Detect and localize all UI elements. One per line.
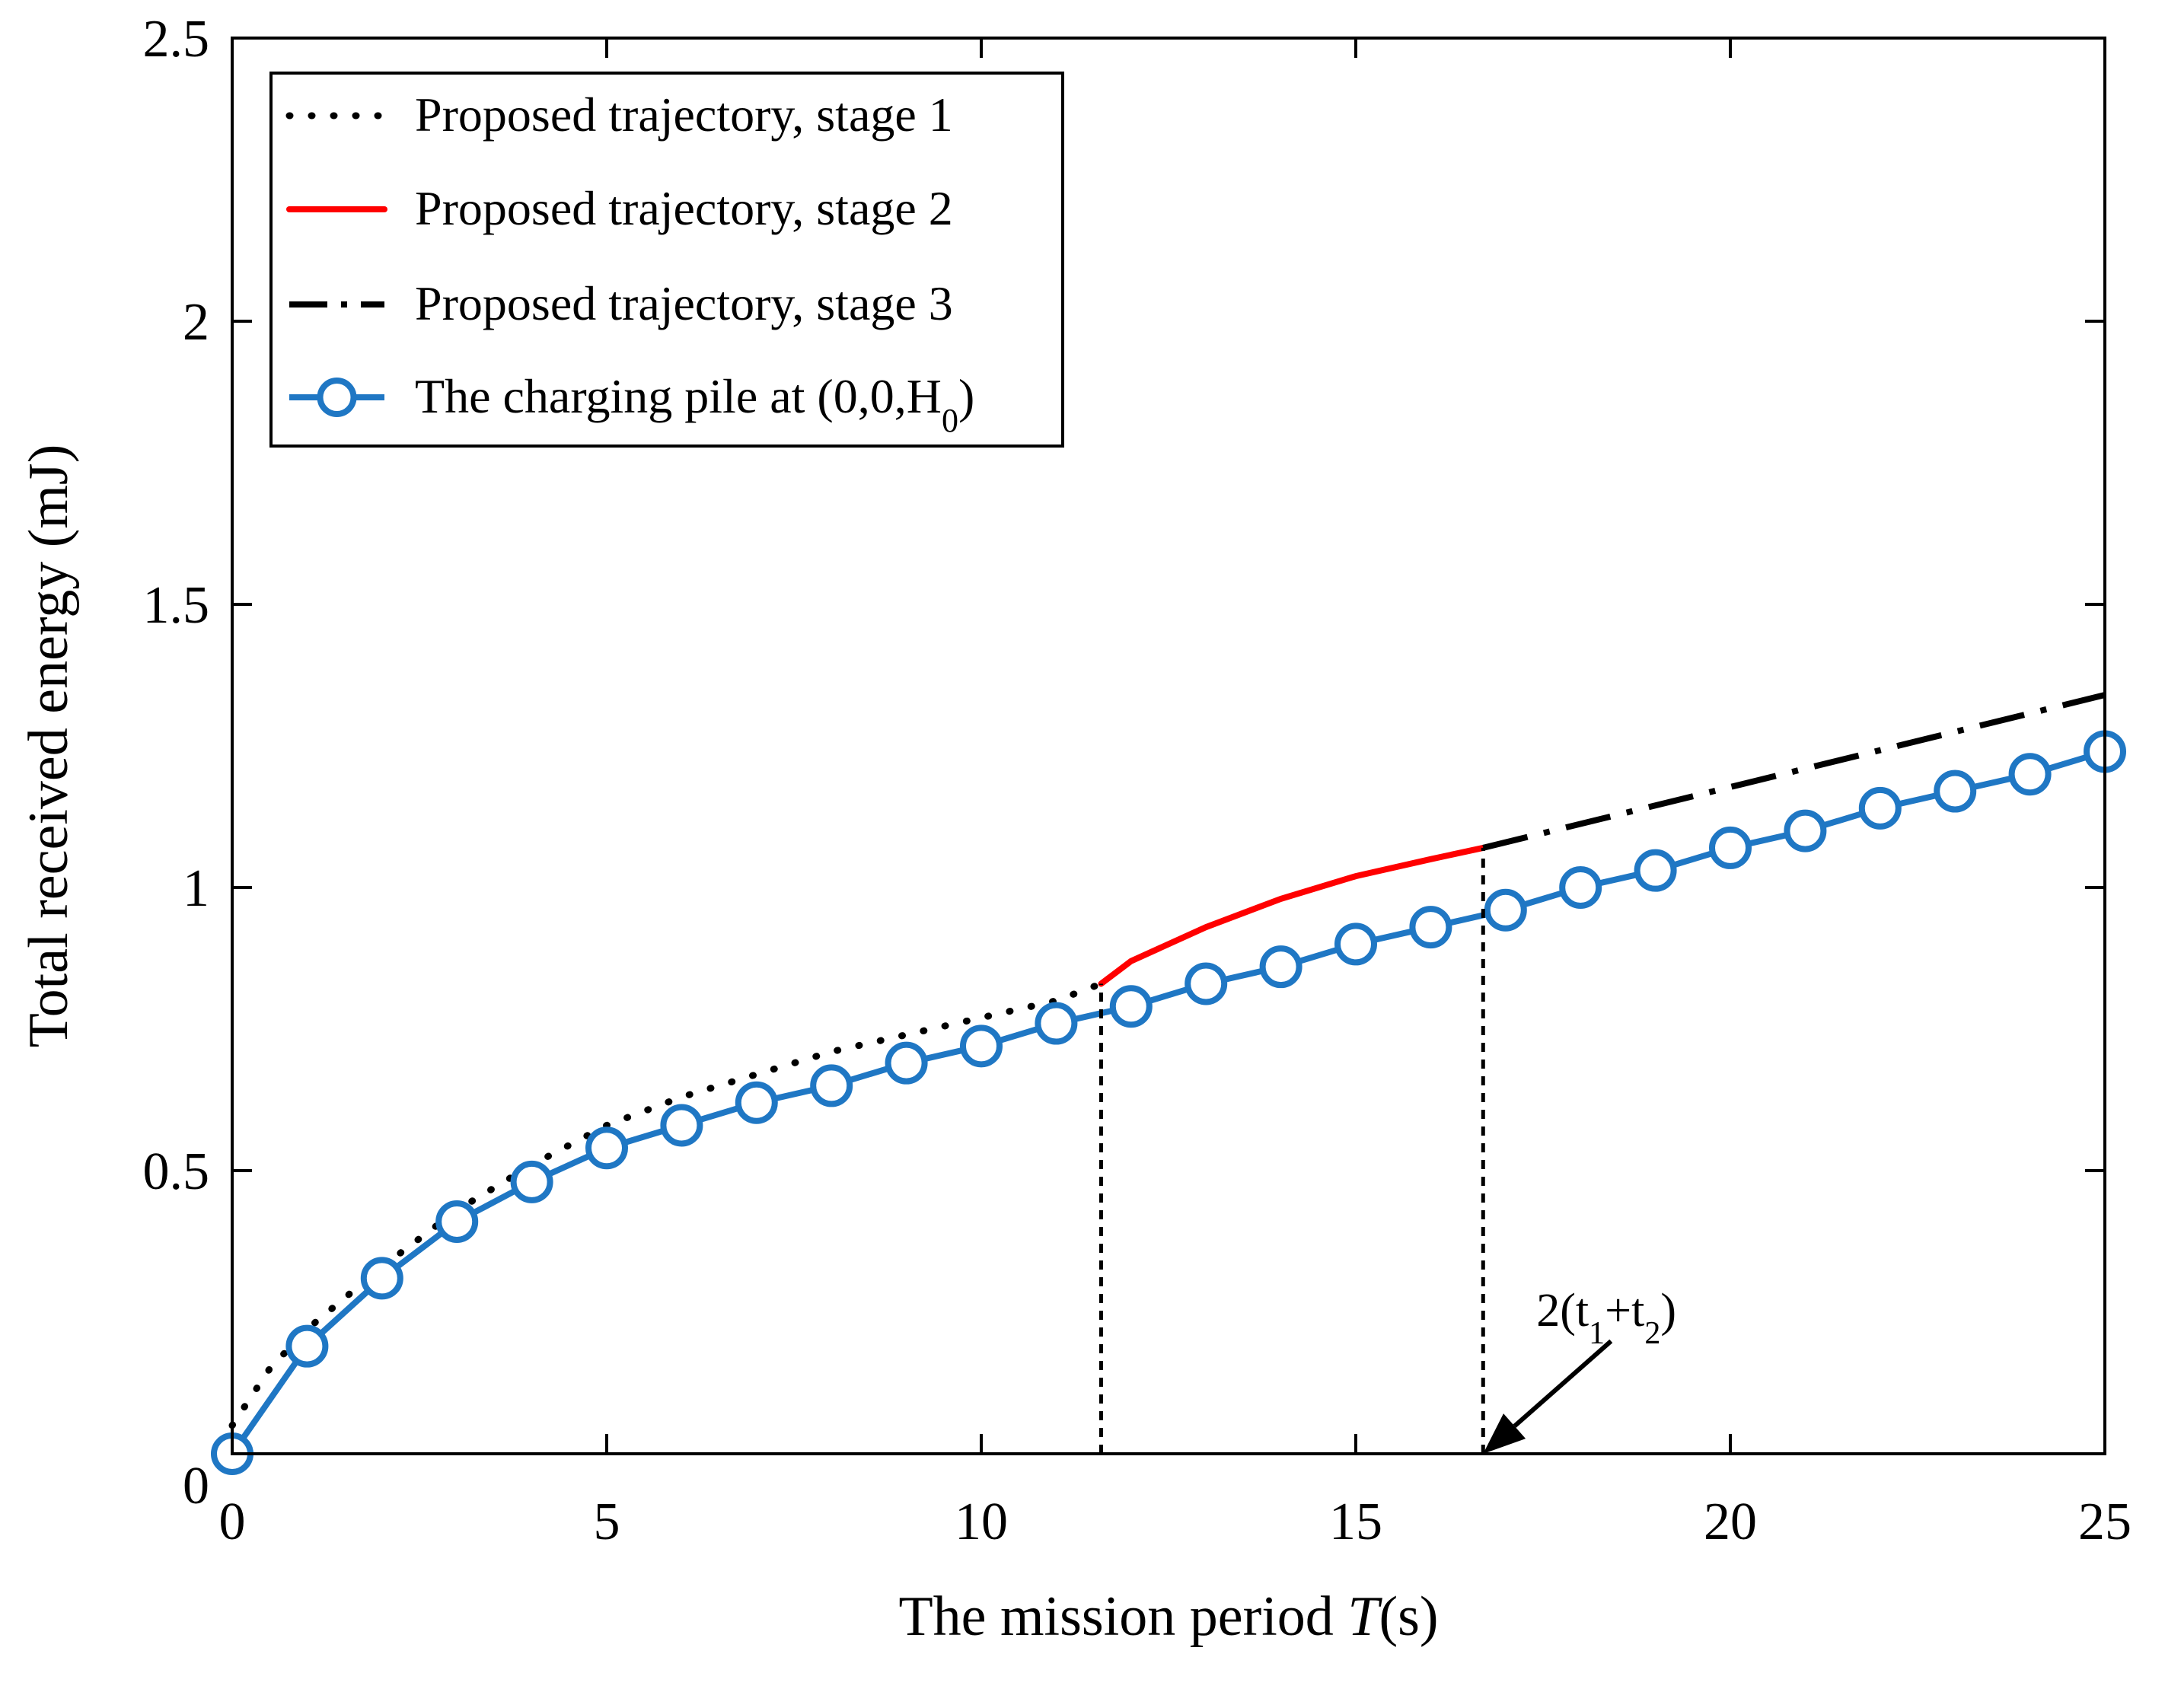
legend: Proposed trajectory, stage 1 Proposed tra… [269,72,1064,448]
data-point-marker [585,1126,628,1170]
data-point-marker [960,1024,1003,1068]
legend-label: The charging pile at (0,0,H0) [415,369,974,439]
data-point-marker [1259,945,1303,989]
x-tick-label: 10 [955,1493,1008,1551]
legend-label: Proposed trajectory, stage 2 [415,181,953,235]
x-tick-label: 0 [219,1493,246,1551]
y-tick-label: 0 [183,1457,209,1515]
plot-area-frame [231,37,2106,1455]
series-3 [1482,692,2106,851]
data-point-marker [1858,786,1902,830]
tick-layer: 0 5 10 15 20 25 0 0.5 1 1.5 2 2.5 [143,10,2132,1551]
data-point-marker [1409,906,1452,949]
series-line [1482,692,2106,851]
y-tick-label: 2 [183,293,209,352]
legend-entry-1: Proposed trajectory, stage 1 [285,88,953,142]
x-tick-label: 20 [1704,1493,1757,1551]
data-point-marker [2008,753,2052,796]
data-point-marker [1709,826,1752,869]
series-line [228,980,1105,1429]
data-point-marker [660,1104,703,1147]
legend-label: Proposed trajectory, stage 1 [415,88,953,142]
y-tick-label: 1.5 [143,576,210,635]
x-axis-title-text: The mission period [898,1585,1347,1648]
x-tick-label: 5 [594,1493,620,1551]
y-axis-title: Total received energy (mJ) [18,445,80,1048]
data-point-marker [1334,923,1377,966]
x-axis-title-variable: T [1347,1585,1382,1648]
x-axis-title: The mission period T(s) [898,1585,1438,1648]
data-point-marker [735,1081,778,1124]
legend-entry-3: Proposed trajectory, stage 3 [289,276,953,330]
data-point-marker [510,1160,553,1203]
y-tick-label: 2.5 [143,10,210,69]
series-line [1098,844,1487,987]
x-tick-label: 25 [2078,1493,2132,1551]
x-tick-label: 15 [1329,1493,1382,1551]
data-point-marker [810,1064,853,1107]
data-point-marker [1559,866,1602,909]
x-axis-title-unit: (s) [1379,1585,1438,1648]
data-point-marker [1634,849,1677,892]
data-point-marker [1784,809,1827,852]
data-point-marker [1109,985,1153,1028]
series-2 [1098,844,1487,987]
data-point-marker [885,1041,928,1085]
series-4 [211,730,2126,1475]
legend-box [269,72,1064,448]
annotation-arrow-head [1483,1413,1526,1454]
data-point-marker [360,1257,403,1300]
legend-marker [317,378,357,417]
annotation: 2(t1+t2) [1483,1285,1676,1454]
data-point-marker [1185,962,1228,1005]
data-point-marker [285,1324,329,1368]
annotation-label: 2(t1+t2) [1536,1285,1676,1351]
y-tick-label: 0.5 [143,1142,210,1201]
legend-label: Proposed trajectory, stage 3 [415,276,953,330]
y-tick-label: 1 [183,859,209,918]
data-point-marker [435,1200,479,1243]
legend-entry-4: The charging pile at (0,0,H0) [289,369,974,439]
data-point-marker [1484,888,1527,932]
vline-layer [1098,847,1485,1454]
series-layer [211,692,2126,1475]
data-point-marker [1934,770,1977,813]
annotation-arrow-line [1513,1339,1613,1428]
data-point-marker [1035,1002,1078,1045]
series-1 [228,980,1105,1429]
legend-entry-2: Proposed trajectory, stage 2 [286,181,953,235]
